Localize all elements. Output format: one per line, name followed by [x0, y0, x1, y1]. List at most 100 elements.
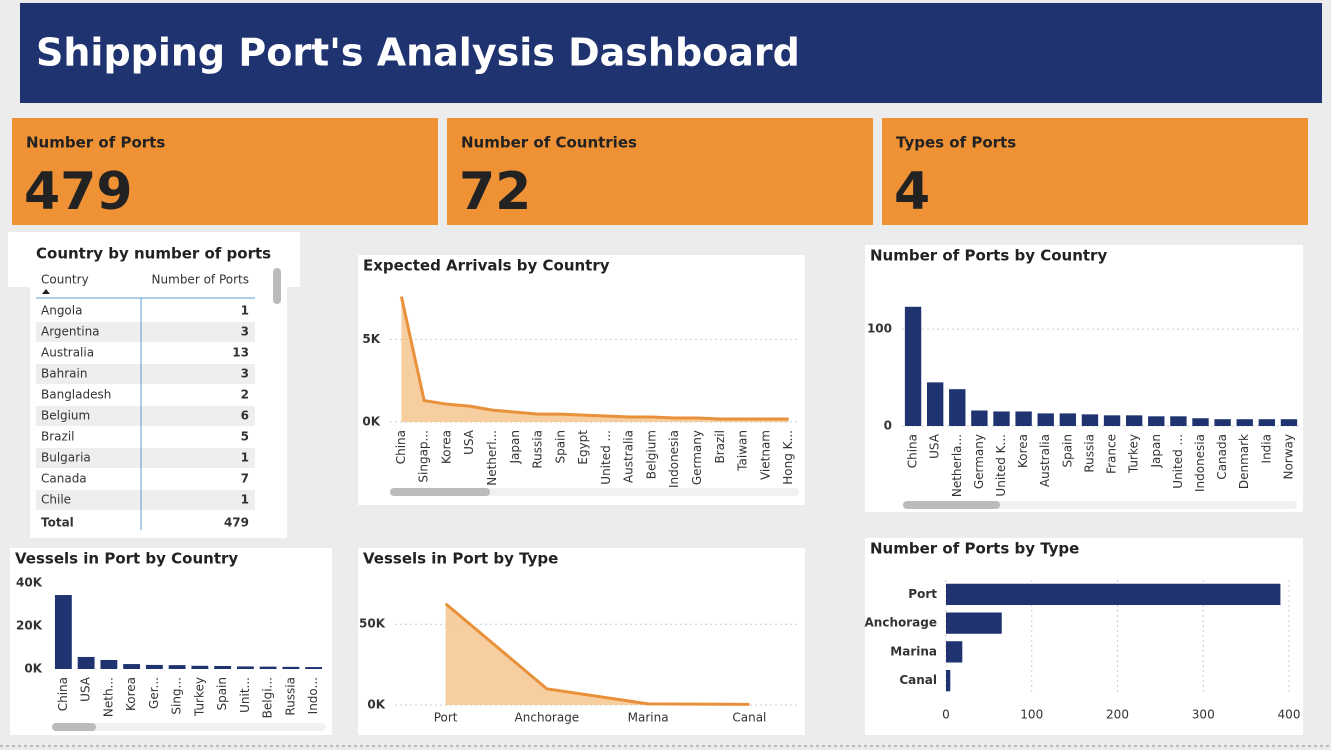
total-value: 479	[224, 516, 249, 530]
kpi-card	[447, 118, 873, 225]
x-tick-label: Russia	[531, 430, 545, 469]
y-tick-label: 0	[884, 419, 892, 433]
bar	[904, 306, 922, 426]
x-tick-label: Indonesia	[667, 430, 681, 488]
x-tick-label: Spain	[553, 430, 567, 464]
chart-title: Vessels in Port by Type	[363, 550, 558, 568]
x-tick-label: Anchorage	[515, 711, 580, 725]
x-tick-label: 0	[942, 708, 950, 722]
bar	[946, 583, 1281, 606]
bar	[54, 595, 72, 669]
bar	[1125, 415, 1143, 426]
bar	[946, 669, 951, 692]
x-tick-label: China	[394, 430, 408, 464]
x-tick-label: Indonesia	[1193, 434, 1207, 492]
x-tick-label: Korea	[1016, 434, 1030, 468]
y-tick-label: 20K	[16, 619, 43, 633]
header	[20, 3, 1322, 103]
cell: 5	[241, 430, 249, 444]
cell: Belgium	[41, 409, 90, 423]
x-tick-label: Germany	[972, 434, 986, 489]
x-tick-label: 300	[1192, 708, 1215, 722]
x-tick-label: Taiwan	[736, 430, 750, 472]
bar	[1015, 411, 1032, 426]
x-tick-label: Canada	[1215, 434, 1229, 480]
chart-panel	[865, 245, 1303, 512]
y-tick-label: 0K	[24, 662, 42, 676]
table-title: Country by number of ports	[36, 245, 271, 263]
row-band	[36, 490, 255, 510]
x-tick-label: Indo...	[306, 677, 320, 714]
scroll-track	[390, 488, 799, 496]
x-tick-label: United ...	[599, 430, 613, 485]
scroll-track	[903, 501, 1297, 509]
x-tick-label: Russia	[1082, 434, 1096, 473]
x-tick-label: Singap...	[417, 430, 431, 483]
y-tick-label: Canal	[899, 673, 937, 687]
bar	[236, 666, 254, 669]
x-tick-label: USA	[928, 433, 942, 459]
bar	[1037, 413, 1054, 426]
x-tick-label: Korea	[124, 677, 138, 711]
x-tick-label: Turkey	[1127, 434, 1141, 474]
cell: Angola	[41, 304, 82, 318]
x-tick-label: Korea	[439, 430, 453, 464]
x-tick-label: Turkey	[192, 677, 206, 717]
x-tick-label: 400	[1278, 708, 1301, 722]
bar	[971, 410, 988, 426]
cell: Canada	[41, 472, 87, 486]
x-tick-label: India	[1259, 434, 1273, 463]
kpi-card	[12, 118, 438, 225]
chart-title: Vessels in Port by Country	[15, 550, 238, 568]
x-tick-label: Norway	[1281, 434, 1295, 480]
bar	[168, 665, 186, 669]
kpi-value: 72	[459, 162, 531, 222]
bar	[1236, 419, 1253, 426]
x-tick-label: Marina	[628, 711, 669, 725]
bar	[191, 665, 209, 669]
area	[401, 296, 789, 422]
x-tick-label: Vietnam	[758, 430, 772, 480]
table-panel	[30, 232, 287, 538]
kpi-label: Types of Ports	[896, 134, 1016, 152]
cell: 6	[241, 409, 249, 423]
bar	[123, 664, 141, 669]
area	[445, 603, 750, 705]
bar	[1148, 416, 1165, 426]
scroll-thumb	[390, 488, 490, 496]
x-tick-label: USA	[462, 429, 476, 455]
line	[399, 296, 789, 421]
scroll-thumb	[903, 501, 1000, 509]
scroll-thumb	[52, 723, 96, 731]
scroll-track	[52, 723, 326, 731]
bar	[282, 666, 300, 669]
x-tick-label: 200	[1106, 708, 1129, 722]
x-tick-label: Germany	[690, 430, 704, 485]
bar	[77, 656, 95, 669]
x-tick-label: Egypt	[576, 430, 590, 465]
total-label: Total	[41, 516, 74, 530]
y-tick-label: 0K	[367, 698, 385, 712]
bar	[1081, 414, 1099, 426]
x-tick-label: Australia	[622, 430, 636, 483]
bar	[100, 659, 118, 669]
bar	[1192, 418, 1209, 426]
bar	[946, 641, 963, 663]
cell: Bahrain	[41, 367, 87, 381]
y-tick-label: Anchorage	[865, 616, 937, 630]
y-tick-label: Marina	[890, 644, 937, 658]
kpi-label: Number of Countries	[461, 134, 637, 152]
bar	[259, 666, 277, 669]
x-tick-label: France	[1105, 434, 1119, 474]
chart-title: Expected Arrivals by Country	[363, 257, 610, 275]
x-tick-label: Hong K...	[781, 430, 795, 485]
scrollbar	[273, 268, 281, 304]
cell: Argentina	[41, 325, 100, 339]
row-band	[36, 448, 255, 468]
row-band	[36, 322, 255, 342]
row-band	[36, 364, 255, 384]
x-tick-label: Brazil	[713, 430, 727, 464]
y-tick-label: 5K	[362, 332, 380, 346]
